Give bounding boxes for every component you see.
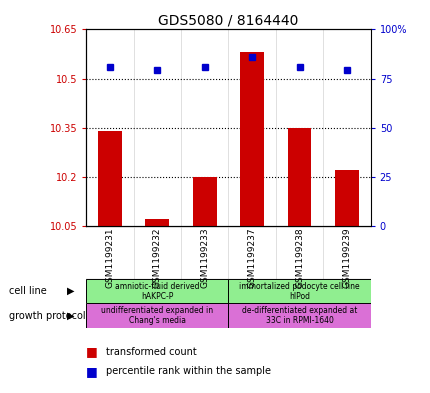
- Text: transformed count: transformed count: [105, 347, 196, 357]
- Bar: [86, 279, 228, 303]
- Text: cell line: cell line: [9, 286, 46, 296]
- Bar: [193, 177, 216, 226]
- Text: GDS5080 / 8164440: GDS5080 / 8164440: [158, 14, 298, 28]
- Text: percentile rank within the sample: percentile rank within the sample: [105, 366, 270, 376]
- Text: ■: ■: [86, 365, 98, 378]
- Bar: [287, 128, 310, 226]
- Text: ▶: ▶: [66, 286, 74, 296]
- Text: GSM1199232: GSM1199232: [153, 228, 161, 288]
- Text: de-differentiated expanded at
33C in RPMI-1640: de-differentiated expanded at 33C in RPM…: [241, 306, 356, 325]
- Text: GSM1199237: GSM1199237: [247, 228, 256, 288]
- Text: growth protocol: growth protocol: [9, 310, 85, 321]
- Text: immortalized podocyte cell line
hIPod: immortalized podocyte cell line hIPod: [239, 281, 359, 301]
- Bar: [98, 131, 121, 226]
- Text: ▶: ▶: [66, 310, 74, 321]
- Text: GSM1199231: GSM1199231: [105, 228, 114, 288]
- Bar: [145, 219, 169, 226]
- Text: GSM1199238: GSM1199238: [295, 228, 303, 288]
- Text: ■: ■: [86, 345, 98, 358]
- Text: GSM1199239: GSM1199239: [342, 228, 350, 288]
- Text: amniotic-fluid derived
hAKPC-P: amniotic-fluid derived hAKPC-P: [115, 281, 199, 301]
- Bar: [335, 170, 358, 226]
- Bar: [86, 303, 228, 328]
- Text: undifferentiated expanded in
Chang's media: undifferentiated expanded in Chang's med…: [101, 306, 213, 325]
- Text: GSM1199233: GSM1199233: [200, 228, 209, 288]
- Bar: [228, 303, 370, 328]
- Bar: [228, 279, 370, 303]
- Bar: [240, 52, 263, 226]
